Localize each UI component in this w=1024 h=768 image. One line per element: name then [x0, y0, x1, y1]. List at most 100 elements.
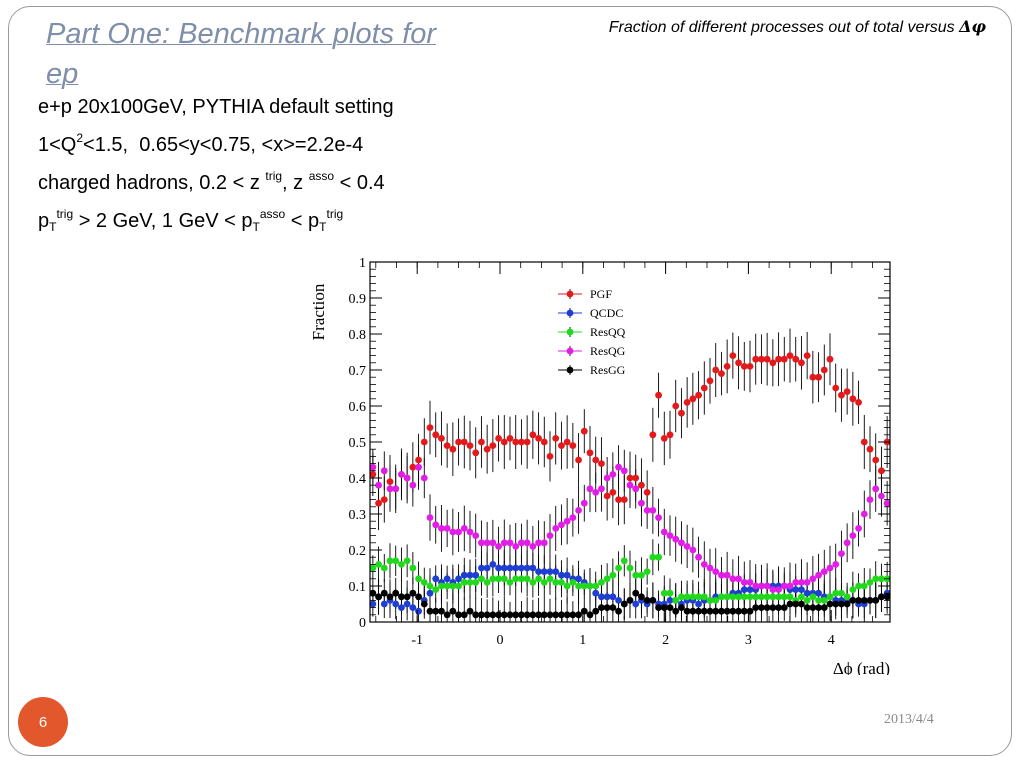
- y-tick-label: 0.9: [349, 292, 367, 307]
- info-line-3-b: , z: [282, 172, 309, 194]
- y-axis-label: Fraction: [309, 283, 328, 340]
- data-point-qcdc: [489, 561, 497, 568]
- data-point-resgg: [546, 611, 554, 619]
- data-point-pgf: [729, 352, 737, 359]
- data-point-resgg: [518, 611, 525, 619]
- data-point-pgf: [375, 499, 382, 507]
- data-point-resqg: [632, 485, 640, 493]
- data-point-pgf: [586, 449, 594, 457]
- data-point-qcdc: [615, 597, 622, 604]
- x-tick-label: 2: [662, 633, 669, 648]
- data-point-resqg: [512, 543, 520, 550]
- data-point-resgg: [620, 600, 628, 608]
- data-point-resgg: [386, 593, 394, 601]
- data-point-resqg: [718, 571, 725, 579]
- data-point-resqg: [478, 539, 485, 547]
- legend-label-resqg: ResQG: [590, 344, 626, 358]
- data-point-resgg: [592, 607, 600, 615]
- data-point-resqg: [432, 521, 440, 529]
- data-point-pgf: [603, 492, 611, 500]
- data-point-resqq: [369, 564, 377, 572]
- data-point-resqq: [626, 564, 634, 572]
- y-tick-label: 0.7: [349, 364, 367, 379]
- data-point-qcdc: [483, 564, 491, 572]
- data-point-resqq: [712, 597, 720, 604]
- data-point-resqq: [678, 593, 685, 601]
- data-point-resgg: [769, 604, 777, 611]
- data-point-resqq: [460, 579, 468, 586]
- data-point-resqg: [712, 568, 720, 575]
- data-point-resqq: [746, 593, 754, 601]
- data-point-pgf: [649, 431, 657, 439]
- data-point-resgg: [746, 607, 754, 615]
- data-point-resgg: [815, 604, 822, 611]
- data-point-resqq: [638, 571, 645, 579]
- y-tick-label: 0: [359, 616, 366, 631]
- data-point-resgg: [420, 600, 428, 608]
- data-point-qcdc: [380, 600, 388, 608]
- data-point-resqq: [558, 579, 565, 586]
- data-point-pgf: [460, 438, 468, 446]
- data-point-qcdc: [495, 564, 502, 572]
- data-point-pgf: [380, 496, 388, 503]
- data-point-resgg: [878, 593, 885, 601]
- data-point-resgg: [735, 607, 742, 615]
- data-point-resqg: [763, 582, 771, 590]
- data-point-resqq: [478, 575, 485, 583]
- data-point-resqg: [803, 579, 811, 586]
- data-point-resqg: [798, 579, 805, 586]
- data-point-resgg: [500, 611, 508, 619]
- data-point-resgg: [380, 589, 388, 597]
- data-point-resqg: [375, 481, 382, 489]
- data-point-resqg: [449, 528, 457, 536]
- info-line-4-sub3: T: [319, 220, 327, 234]
- data-point-resqq: [438, 582, 445, 590]
- data-point-resqq: [798, 593, 805, 601]
- data-point-resgg: [826, 600, 834, 608]
- slide-caption: Fraction of different processes out of t…: [609, 17, 986, 37]
- page-number-badge: 6: [18, 697, 68, 747]
- data-point-resqq: [735, 593, 742, 601]
- data-point-qcdc: [535, 568, 542, 575]
- data-point-resqg: [552, 525, 560, 532]
- data-point-resgg: [586, 611, 594, 619]
- x-tick-label: 3: [745, 633, 752, 648]
- data-point-pgf: [443, 442, 451, 449]
- data-point-resqg: [878, 492, 885, 500]
- data-point-resqg: [518, 539, 525, 547]
- data-point-resqq: [455, 582, 462, 590]
- data-point-qcdc: [792, 586, 800, 593]
- data-point-resqg: [626, 481, 634, 489]
- data-point-resqq: [689, 593, 697, 601]
- data-point-pgf: [666, 431, 674, 439]
- data-point-pgf: [660, 435, 668, 442]
- data-point-pgf: [849, 395, 857, 403]
- data-point-resgg: [415, 593, 422, 601]
- data-point-resgg: [872, 597, 880, 604]
- data-point-resqg: [563, 517, 571, 525]
- data-point-resqq: [672, 597, 680, 604]
- data-point-resgg: [506, 611, 514, 619]
- data-point-resqq: [546, 575, 554, 583]
- data-point-resqg: [569, 514, 577, 521]
- data-point-pgf: [832, 384, 840, 392]
- data-point-pgf: [815, 373, 822, 381]
- legend-label-resgg: ResGG: [590, 363, 626, 377]
- data-point-pgf: [563, 438, 571, 446]
- data-point-resgg: [409, 589, 417, 597]
- data-point-resqg: [872, 485, 880, 493]
- data-point-resgg: [849, 597, 857, 604]
- data-point-pgf: [809, 373, 817, 381]
- data-point-resgg: [558, 611, 565, 619]
- info-line-2-sup: 2: [76, 131, 84, 145]
- data-point-pgf: [449, 445, 457, 453]
- data-point-resqq: [529, 579, 537, 586]
- data-point-pgf: [678, 409, 685, 417]
- data-point-resgg: [689, 607, 697, 615]
- data-point-resqg: [523, 539, 531, 547]
- data-point-resqg: [678, 539, 685, 547]
- info-line-4-c: < p: [285, 210, 320, 232]
- data-point-resgg: [575, 611, 582, 619]
- data-point-pgf: [546, 453, 554, 460]
- data-point-resqq: [392, 557, 400, 565]
